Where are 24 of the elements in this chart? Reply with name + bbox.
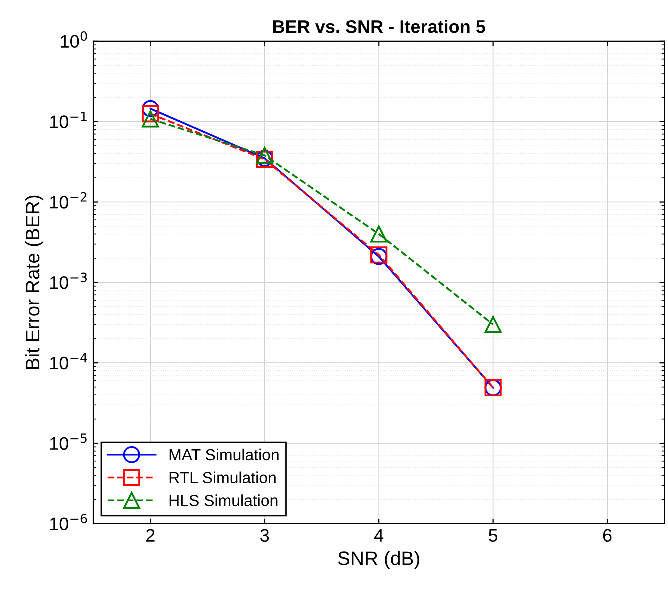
y-tick-label: 10$^{−3}$ <box>50 272 87 290</box>
point <box>484 316 502 334</box>
x-tick-label: 6 <box>603 529 612 542</box>
y-tick-label: 10$^{−6}$ <box>50 514 88 530</box>
legend-label: MAT Simulation <box>170 448 279 461</box>
legend-label: HLS Simulation <box>170 494 278 506</box>
point <box>142 106 160 123</box>
x-axis-title: SNR (dB) <box>338 551 420 570</box>
x-tick-label: 4 <box>374 529 384 542</box>
point <box>142 110 160 128</box>
y-tick-label: 10$^{−4}$ <box>50 353 88 370</box>
point <box>370 226 388 243</box>
y-axis-title: Bit Error Rate (BER) <box>25 196 44 370</box>
x-tick-label: 5 <box>489 529 498 542</box>
chart-title: BER vs. SNR - Iteration 5 <box>273 20 486 34</box>
y-tick-label: 10$^{−5}$ <box>50 434 87 450</box>
point <box>142 100 160 118</box>
legend-label: RTL Simulation <box>170 472 276 484</box>
y-tick-label: 10$^{−1}$ <box>50 112 87 128</box>
y-tick-label: 10$^{−2}$ <box>50 192 87 209</box>
point <box>256 147 274 164</box>
y-tick-label: 10$^{0}$ <box>61 32 88 48</box>
x-tick-label: 3 <box>260 529 270 542</box>
x-tick-label: 2 <box>146 529 155 542</box>
